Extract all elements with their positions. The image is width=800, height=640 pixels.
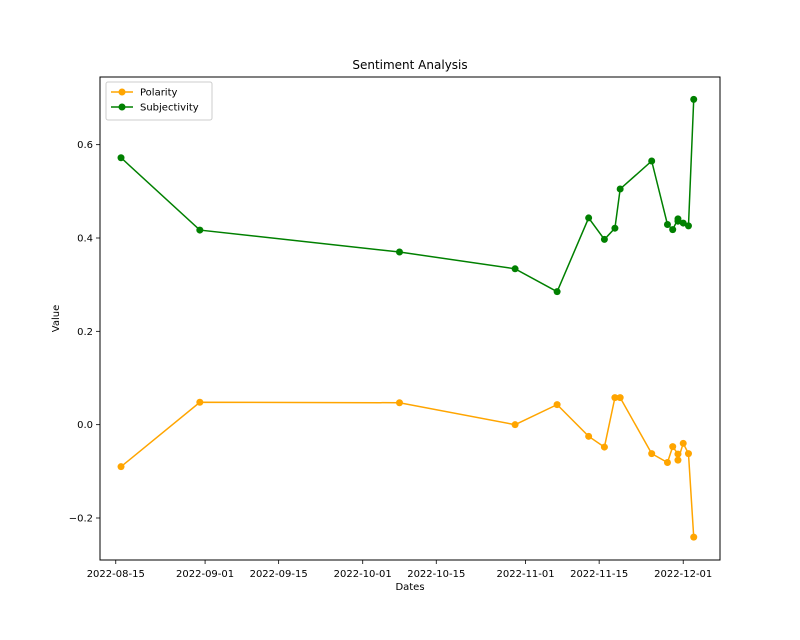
x-tick-label: 2022-09-15 <box>250 569 308 580</box>
polarity-point <box>553 401 561 409</box>
polarity-point <box>663 458 671 466</box>
subjectivity-point <box>117 154 125 162</box>
polarity-point <box>600 443 608 451</box>
x-axis-label: Dates <box>395 582 424 593</box>
y-tick-label: 0.4 <box>77 234 93 245</box>
polarity-point <box>679 439 687 447</box>
legend-marker-subjectivity <box>118 103 126 111</box>
x-tick-label: 2022-09-01 <box>176 569 234 580</box>
x-tick-label: 2022-08-15 <box>87 569 145 580</box>
polarity-point <box>648 450 656 458</box>
x-axis-ticks: 2022-08-15 2022-09-01 2022-09-15 2022-10-01… <box>87 560 712 580</box>
y-tick-label: 0.6 <box>77 140 93 151</box>
subjectivity-point <box>600 235 608 243</box>
legend-marker-polarity <box>118 88 126 96</box>
x-tick-label: 2022-10-15 <box>407 569 465 580</box>
polarity-point <box>674 450 682 458</box>
x-tick-label: 2022-11-01 <box>497 569 555 580</box>
subjectivity-point <box>553 288 561 296</box>
y-tick-label: 0.2 <box>77 327 93 338</box>
legend-label-subjectivity: Subjectivity <box>140 103 199 114</box>
subjectivity-point <box>684 222 692 230</box>
polarity-point <box>674 456 682 464</box>
subjectivity-line <box>120 99 695 293</box>
subjectivity-point <box>669 226 677 234</box>
polarity-point <box>511 421 519 429</box>
polarity-point <box>616 394 624 402</box>
legend-label-polarity: Polarity <box>140 88 178 99</box>
x-tick-label: 2022-11-15 <box>570 569 628 580</box>
y-axis-ticks: −0.2 0.0 0.2 0.4 0.6 <box>69 140 100 525</box>
subjectivity-point <box>611 224 619 232</box>
polarity-point <box>196 398 204 406</box>
polarity-line <box>120 396 695 538</box>
y-tick-label: 0.0 <box>77 420 93 431</box>
subjectivity-point <box>679 219 687 227</box>
chart-title: Sentiment Analysis <box>352 58 467 72</box>
x-tick-label: 2022-12-01 <box>654 569 712 580</box>
polarity-point <box>669 443 677 451</box>
subjectivity-point <box>395 248 403 256</box>
polarity-point <box>117 463 125 471</box>
series-layer <box>117 95 698 541</box>
subjectivity-point <box>585 214 593 222</box>
subjectivity-point <box>616 185 624 193</box>
y-axis-label: Value <box>51 305 62 332</box>
subjectivity-point <box>196 226 204 234</box>
subjectivity-point <box>690 95 698 103</box>
subjectivity-point <box>674 217 682 225</box>
subjectivity-point <box>663 220 671 228</box>
x-tick-label: 2022-10-01 <box>334 569 392 580</box>
polarity-point <box>585 432 593 440</box>
y-tick-label: −0.2 <box>69 514 93 525</box>
plot-frame <box>99 76 721 561</box>
subjectivity-point <box>648 157 656 165</box>
polarity-point <box>690 533 698 541</box>
polarity-point <box>611 394 619 402</box>
legend: Polarity Subjectivity <box>105 81 213 121</box>
subjectivity-point <box>511 265 519 273</box>
polarity-point <box>395 399 403 407</box>
polarity-point <box>684 450 692 458</box>
